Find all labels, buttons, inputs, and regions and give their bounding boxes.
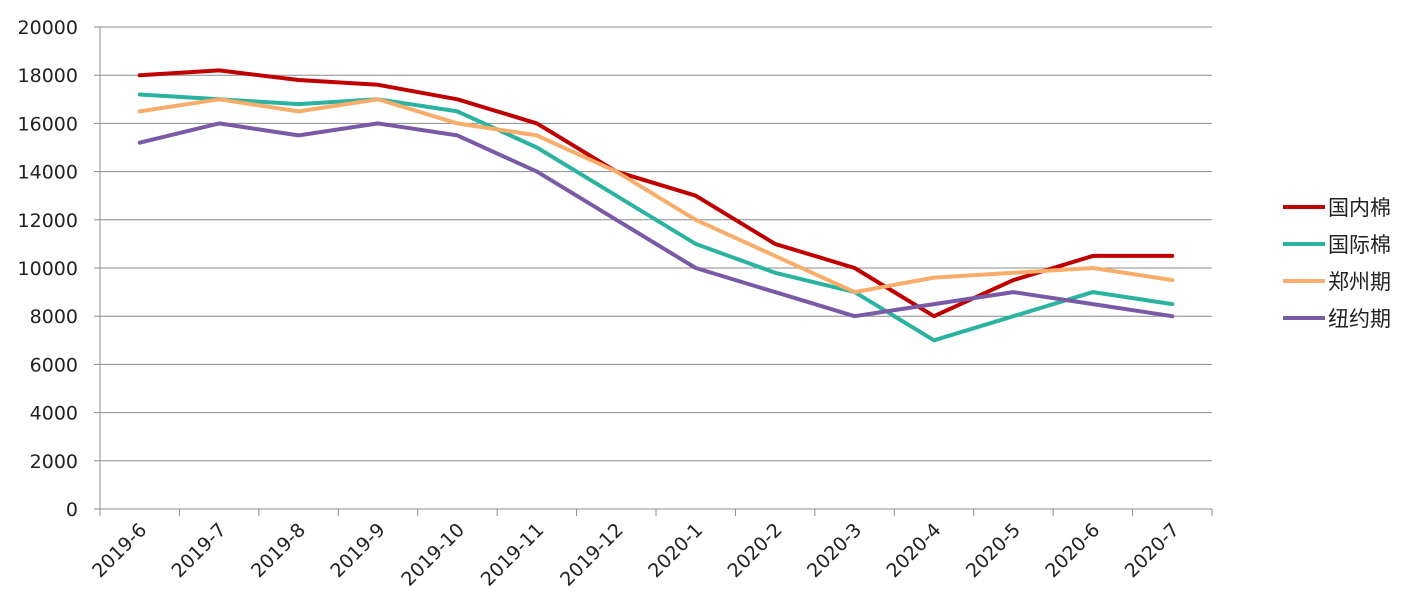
x-tick-label: 2020-6: [1041, 519, 1104, 582]
y-tick-labels: 0 2000 4000 6000 8000 10000 12000 14000 16000 180…: [18, 17, 78, 521]
x-tick-label: 2020-1: [644, 519, 707, 582]
legend-label: 纽约期: [1328, 307, 1391, 331]
legend-label: 郑州期: [1328, 270, 1391, 294]
y-tick-label: 14000: [18, 162, 78, 184]
y-tick-label: 0: [66, 499, 78, 521]
x-tick-label: 2020-7: [1121, 519, 1184, 582]
x-tick-label: 2020-2: [724, 519, 787, 582]
x-tick-label: 2020-3: [803, 519, 866, 582]
series-line-2: [137, 92, 1175, 343]
series-line-4: [137, 121, 1175, 319]
y-tick-label: 8000: [30, 306, 78, 328]
x-tick-label: 2019-11: [477, 519, 549, 591]
y-tick-label: 12000: [18, 210, 78, 232]
x-tick-label: 2020-4: [882, 519, 945, 582]
x-tick-label: 2019-12: [556, 519, 628, 591]
x-tick-label: 2019-7: [168, 519, 231, 582]
y-tick-label: 16000: [18, 113, 78, 135]
x-tick-label: 2019-9: [326, 519, 389, 582]
legend-label: 国际棉: [1328, 233, 1391, 257]
series-line-3: [137, 97, 1175, 295]
series-line-1: [137, 68, 1175, 319]
y-tick-label: 18000: [18, 65, 78, 87]
x-tick-labels: 2019-6 2019-7 2019-8 2019-9 2019-10 2019-11 20…: [88, 519, 1184, 591]
x-tick-label: 2019-6: [88, 519, 151, 582]
y-tick-label: 2000: [30, 451, 78, 473]
x-tick-label: 2019-8: [247, 519, 310, 582]
x-tick-label: 2020-5: [962, 519, 1025, 582]
y-tick-label: 10000: [18, 258, 78, 280]
axes: [94, 26, 1213, 516]
y-tick-label: 6000: [30, 354, 78, 376]
y-tick-label: 20000: [18, 17, 78, 39]
x-tick-label: 2019-10: [397, 519, 469, 591]
legend-label: 国内棉: [1328, 196, 1391, 220]
series-lines: [137, 68, 1175, 343]
y-tick-label: 4000: [30, 403, 78, 425]
